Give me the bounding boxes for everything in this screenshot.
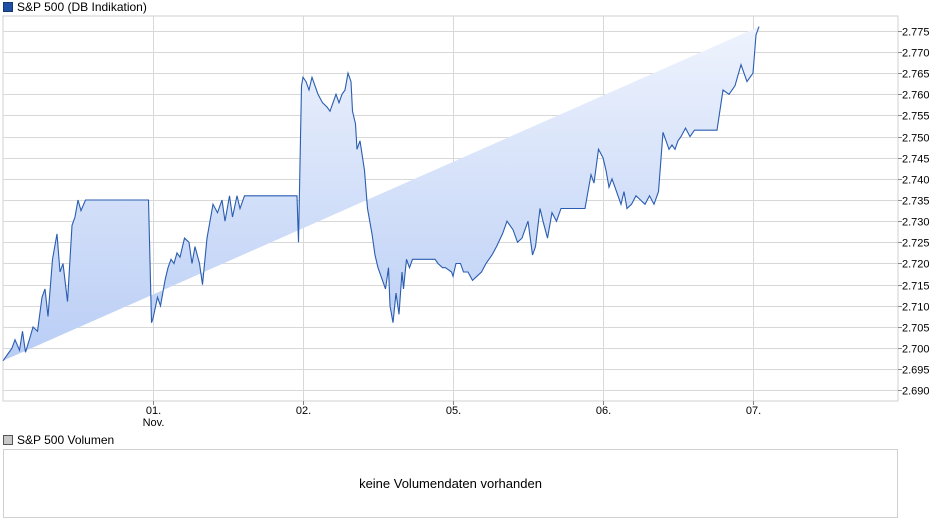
- x-axis-ticks: 01.Nov. 02. 05. 06. 07.: [143, 401, 761, 429]
- y-axis-ticks: 2.690 2.695 2.700 2.705 2.710 2.715 2.720 2.725…: [898, 27, 930, 398]
- y-tick-label: 2.760: [902, 90, 930, 102]
- y-tick-label: 2.765: [902, 69, 930, 81]
- y-tick-label: 2.735: [902, 196, 930, 208]
- volume-panel: keine Volumendaten vorhanden: [3, 449, 898, 518]
- y-tick-label: 2.750: [902, 133, 930, 145]
- price-legend-label: S&P 500 (DB Indikation): [17, 0, 147, 14]
- y-tick-label: 2.700: [902, 344, 930, 356]
- y-tick-label: 2.775: [902, 27, 930, 39]
- x-tick-label: 06.: [596, 405, 611, 417]
- volume-legend-swatch: [3, 435, 13, 445]
- x-tick-label: 02.: [296, 405, 311, 417]
- y-tick-label: 2.715: [902, 281, 930, 293]
- y-tick-label: 2.755: [902, 111, 930, 123]
- x-tick-label: 01.: [146, 405, 161, 417]
- y-tick-label: 2.770: [902, 48, 930, 60]
- volume-legend: S&P 500 Volumen: [3, 433, 114, 447]
- price-series-line: [2, 26, 760, 362]
- y-tick-label: 2.740: [902, 175, 930, 187]
- y-tick-label: 2.745: [902, 154, 930, 166]
- price-legend-swatch: [3, 2, 13, 12]
- x-tick-sublabel: Nov.: [143, 417, 165, 429]
- y-tick-label: 2.695: [902, 365, 930, 377]
- no-volume-message: keine Volumendaten vorhanden: [359, 476, 542, 491]
- y-tick-label: 2.705: [902, 323, 930, 335]
- y-tick-label: 2.725: [902, 238, 930, 250]
- x-tick-label: 07.: [746, 405, 761, 417]
- price-area-fill: [3, 26, 759, 361]
- y-tick-label: 2.730: [902, 217, 930, 229]
- price-chart: 2.690 2.695 2.700 2.705 2.710 2.715 2.720 2.725…: [2, 15, 930, 429]
- y-tick-label: 2.690: [902, 386, 930, 398]
- price-legend: S&P 500 (DB Indikation): [3, 0, 147, 14]
- y-tick-label: 2.720: [902, 259, 930, 271]
- y-tick-label: 2.710: [902, 302, 930, 314]
- x-tick-label: 05.: [446, 405, 461, 417]
- volume-legend-label: S&P 500 Volumen: [17, 433, 115, 447]
